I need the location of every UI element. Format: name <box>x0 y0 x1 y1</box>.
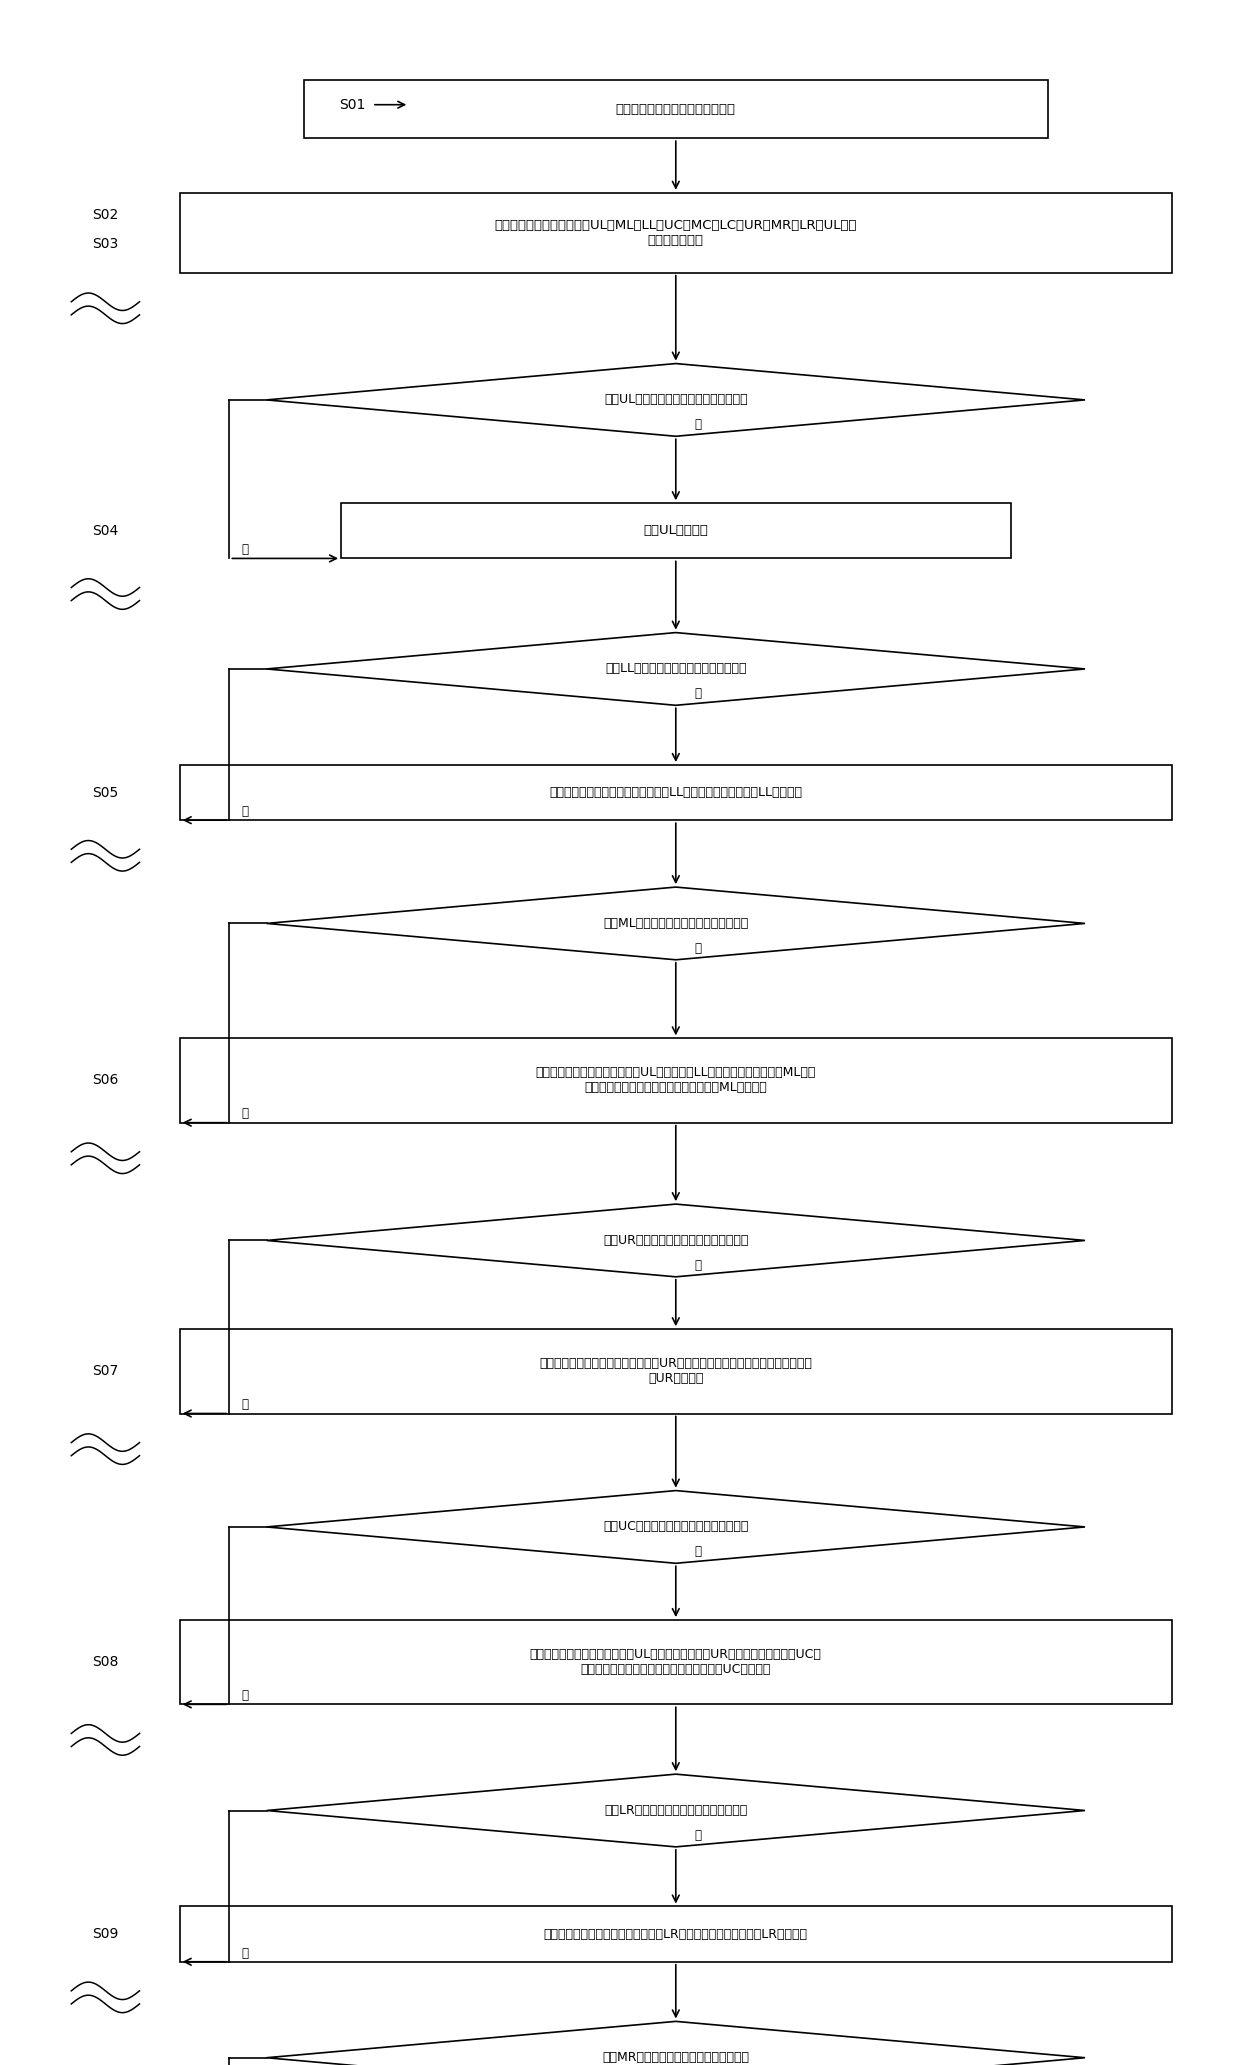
FancyBboxPatch shape <box>180 764 1172 820</box>
Text: S04: S04 <box>92 525 119 537</box>
FancyBboxPatch shape <box>180 1330 1172 1415</box>
Text: 是: 是 <box>694 417 702 432</box>
Text: S08: S08 <box>92 1656 119 1669</box>
Text: S03: S03 <box>92 237 119 252</box>
Text: S05: S05 <box>92 785 119 799</box>
Text: 判断UL背景图片的内存空间是否加载成功: 判断UL背景图片的内存空间是否加载成功 <box>604 394 748 407</box>
Text: 判断LL背景图片的内存空间是否加载成功: 判断LL背景图片的内存空间是否加载成功 <box>605 663 746 675</box>
Text: 判断MR背景图片的内存空间是否加载成功: 判断MR背景图片的内存空间是否加载成功 <box>603 2051 749 2065</box>
Text: S01: S01 <box>340 97 366 112</box>
FancyBboxPatch shape <box>180 192 1172 273</box>
Text: S07: S07 <box>92 1365 119 1377</box>
Text: S06: S06 <box>92 1074 119 1088</box>
FancyBboxPatch shape <box>180 1906 1172 1962</box>
Text: S09: S09 <box>92 1927 119 1941</box>
Text: 判断UC背景图片的内存空间是否加载成功: 判断UC背景图片的内存空间是否加载成功 <box>603 1520 749 1534</box>
Polygon shape <box>267 363 1085 436</box>
Text: 启动车载娱乐系统的背景绘图程序: 启动车载娱乐系统的背景绘图程序 <box>616 103 735 116</box>
FancyBboxPatch shape <box>341 504 1011 558</box>
Text: 根据大背景图的位置、高度、及UL背景图片和LL背景图片约高度，计算ML背景
图片位置以及需要被拉伸的高度，并绘制ML背景图片: 根据大背景图的位置、高度、及UL背景图片和LL背景图片约高度，计算ML背景 图片… <box>536 1066 816 1094</box>
Polygon shape <box>267 1204 1085 1276</box>
Text: 判断LR背景图片的内存空间是否加载成功: 判断LR背景图片的内存空间是否加载成功 <box>604 1805 748 1817</box>
Text: 根据大背景图的位置及高度，计算出LL背景图片位置，并绘制LL背景图片: 根据大背景图的位置及高度，计算出LL背景图片位置，并绘制LL背景图片 <box>549 787 802 799</box>
Text: 是: 是 <box>694 688 702 700</box>
Polygon shape <box>267 2022 1085 2065</box>
Text: 否: 否 <box>242 543 249 555</box>
Text: 根据大背景图的位置、宽度、及UL背景图片的宽度和UR背景图片的宽度计算UC背
景图片的位置及需要被拉伸的宽度，并绘制UC背景图片: 根据大背景图的位置、宽度、及UL背景图片的宽度和UR背景图片的宽度计算UC背 景… <box>529 1648 822 1677</box>
FancyBboxPatch shape <box>180 1621 1172 1704</box>
Text: 否: 否 <box>242 805 249 818</box>
Text: 是: 是 <box>694 1260 702 1272</box>
Text: 判断UR背景图片的内存空间是否加载成功: 判断UR背景图片的内存空间是否加载成功 <box>603 1235 749 1247</box>
Polygon shape <box>267 1491 1085 1563</box>
Text: 加载背景绘图程序所需要的UL、ML、LL、UC、MC、LC、UR、MR、LR、UL九张
图片资源到内存: 加载背景绘图程序所需要的UL、ML、LL、UC、MC、LC、UR、MR、LR、U… <box>495 219 857 246</box>
Text: 否: 否 <box>242 1107 249 1121</box>
Text: S02: S02 <box>92 209 119 223</box>
Text: 根据大背景图的位置及宽度，计算出UR背景图片位置，并在大背景图的右上角绘
制UR背景图片: 根据大背景图的位置及宽度，计算出UR背景图片位置，并在大背景图的右上角绘 制UR… <box>539 1357 812 1386</box>
Polygon shape <box>267 888 1085 960</box>
Text: 否: 否 <box>242 1947 249 1960</box>
Polygon shape <box>267 632 1085 706</box>
FancyBboxPatch shape <box>180 1039 1172 1123</box>
Polygon shape <box>267 1774 1085 1846</box>
Text: 否: 否 <box>242 1398 249 1410</box>
Text: 是: 是 <box>694 1830 702 1842</box>
Text: 绘制UL背景图片: 绘制UL背景图片 <box>644 525 708 537</box>
Text: 判断ML背景图片的内存空间是否加载成功: 判断ML背景图片的内存空间是否加载成功 <box>603 917 749 929</box>
FancyBboxPatch shape <box>304 81 1048 138</box>
Text: 是: 是 <box>694 1545 702 1559</box>
Text: 是: 是 <box>694 942 702 954</box>
Text: 否: 否 <box>242 1689 249 1702</box>
Text: 根据大背景图片的位置及高度，计算LR背景图片的位置，并绘制LR背景图片: 根据大背景图片的位置及高度，计算LR背景图片的位置，并绘制LR背景图片 <box>544 1927 807 1941</box>
